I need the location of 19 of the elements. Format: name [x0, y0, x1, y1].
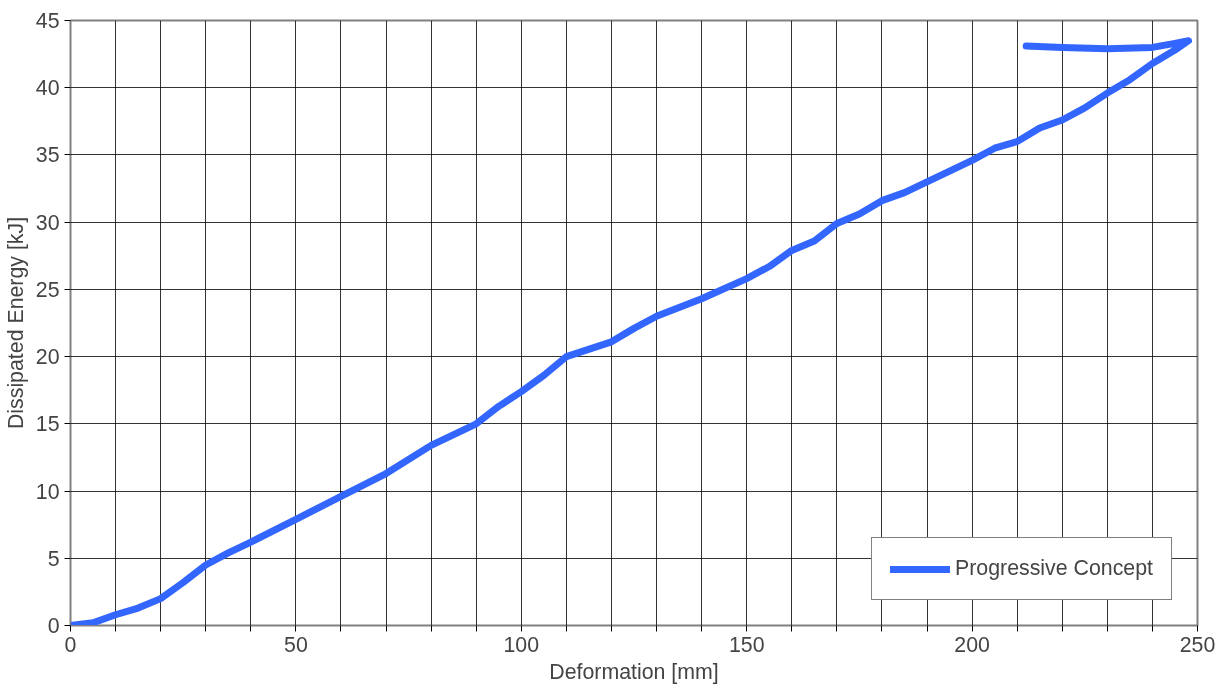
- y-tick-label: 30: [35, 210, 60, 235]
- y-tick-label: 35: [35, 143, 60, 168]
- y-tick-label: 40: [35, 76, 60, 101]
- y-tick-label: 10: [35, 479, 60, 504]
- y-axis-title: Dissipated Energy [kJ]: [3, 216, 28, 430]
- y-tick-label: 5: [47, 546, 60, 571]
- x-tick-label: 100: [503, 632, 540, 657]
- y-tick-label: 15: [35, 412, 60, 437]
- y-tick-label: 20: [35, 345, 60, 370]
- x-axis-title: Deformation [mm]: [549, 659, 719, 684]
- x-tick-label: 50: [284, 632, 308, 657]
- x-tick-label: 0: [64, 632, 77, 657]
- x-tick-label: 150: [728, 632, 765, 657]
- y-tick-label: 45: [35, 9, 60, 33]
- x-tick-label: 250: [1179, 632, 1216, 657]
- y-tick-label: 0: [47, 614, 60, 638]
- legend-label: Progressive Concept: [955, 556, 1153, 581]
- x-tick-label: 200: [954, 632, 991, 657]
- y-tick-label: 25: [35, 277, 60, 302]
